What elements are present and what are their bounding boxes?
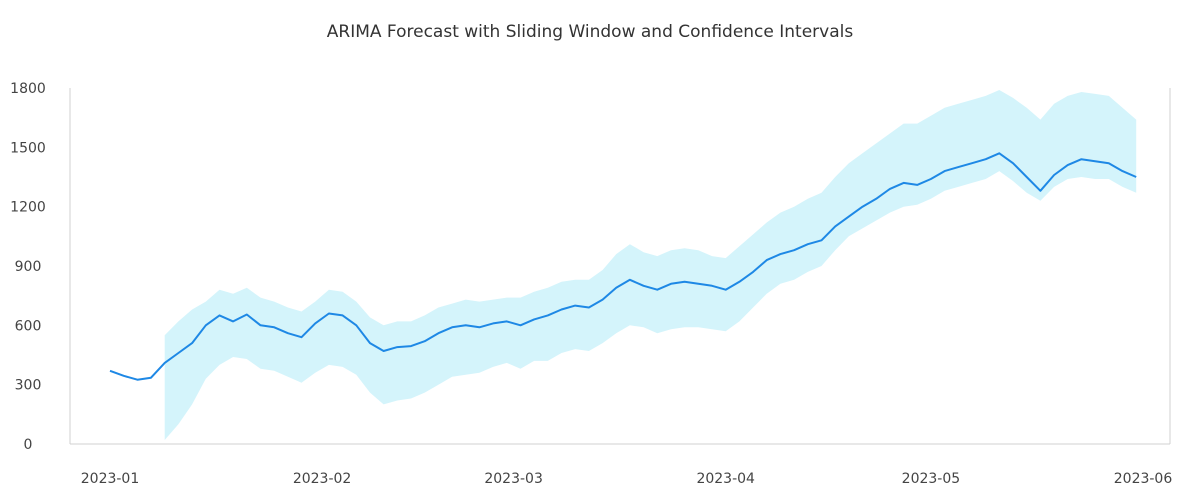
x-tick-label: 2023-03 [484, 471, 543, 487]
x-tick-label: 2023-01 [81, 471, 140, 487]
y-tick-label: 900 [15, 259, 42, 275]
x-tick-label: 2023-05 [902, 471, 961, 487]
axes [69, 88, 1171, 445]
confidence-interval-band [164, 90, 1137, 440]
y-tick-label: 1500 [10, 140, 46, 156]
y-tick-label: 300 [15, 378, 42, 394]
confidence-band-layer [164, 90, 1137, 440]
x-tick-label: 2023-04 [696, 471, 755, 487]
y-tick-label: 600 [15, 318, 42, 334]
y-tick-label: 0 [24, 437, 33, 453]
x-tick-label: 2023-02 [293, 471, 352, 487]
forecast-line [109, 152, 1137, 381]
x-tick-labels: 2023-01 2023-02 2023-03 2023-04 2023-05 2023-… [81, 471, 1173, 487]
x-tick-label: 2023-06 [1114, 471, 1173, 487]
y-tick-label: 1800 [10, 81, 46, 97]
y-tick-labels: 0 300 600 900 1200 1500 1800 [10, 81, 46, 453]
chart-title: ARIMA Forecast with Sliding Window and C… [326, 22, 854, 42]
forecast-line-layer [109, 152, 1137, 381]
y-tick-label: 1200 [10, 200, 46, 216]
